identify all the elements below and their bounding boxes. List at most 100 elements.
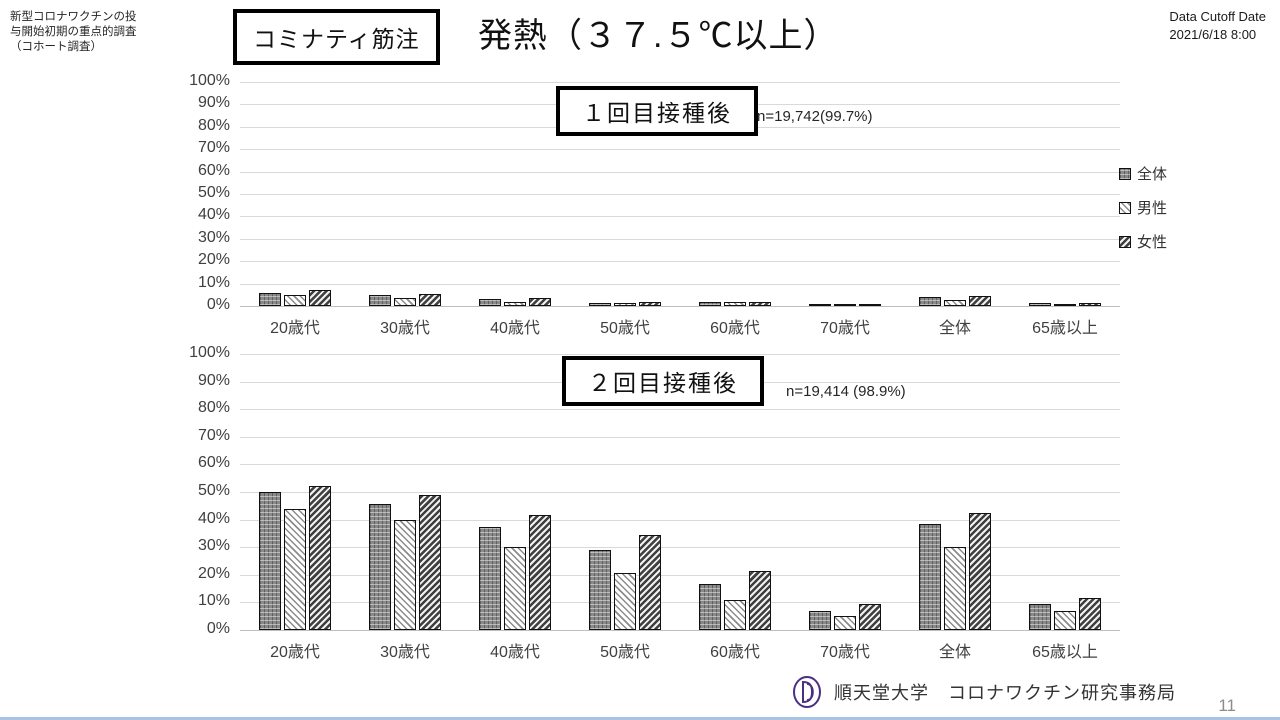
data-cutoff: Data Cutoff Date 2021/6/18 8:00: [1169, 8, 1266, 43]
data-cutoff-value: 2021/6/18 8:00: [1169, 26, 1257, 42]
bar-all-30歳代: [369, 504, 391, 630]
gridline: [240, 519, 1120, 521]
bar-female-60歳代: [749, 301, 771, 306]
x-axis-label: 30歳代: [380, 320, 430, 337]
study-note-line: 与開始初期の重点的調査: [10, 25, 137, 38]
chart-second-dose: 0% 10% 20% 30% 40% 50% 60% 70% 80% 90% 100% 20歳代 30歳…: [189, 344, 1120, 661]
legend-item-male: 男性: [1119, 197, 1167, 218]
gridline: [240, 82, 1120, 83]
legend-label-female: 女性: [1137, 234, 1168, 251]
gridline: [240, 354, 1120, 355]
bottom-accent-line: [0, 717, 1280, 720]
x-axis-label: 70歳代: [820, 320, 870, 337]
gridline: [240, 149, 1120, 151]
gridline: [240, 574, 1120, 576]
x-axis-label: 60歳代: [710, 644, 760, 661]
y-axis-tick: 40%: [197, 206, 230, 224]
legend-label-male: 男性: [1137, 200, 1168, 217]
gridline: [240, 602, 1120, 604]
gridline: [240, 283, 1120, 285]
bar-male-30歳代: [394, 298, 416, 306]
gridline: [240, 238, 1120, 240]
bar-all-20歳代: [259, 492, 281, 630]
bar-female-40歳代: [529, 515, 551, 630]
legend-swatch-female-icon: [1119, 235, 1131, 248]
bar-all-70歳代: [809, 610, 831, 630]
bar-all-60歳代: [699, 301, 721, 306]
bar-all-全体: [919, 297, 941, 306]
y-axis-tick: 10%: [197, 273, 230, 291]
bar-male-40歳代: [504, 301, 526, 306]
y-axis-tick: 80%: [197, 399, 230, 417]
bar-all-30歳代: [369, 294, 391, 306]
bar-all-65歳以上: [1029, 303, 1051, 306]
y-axis-tick: 60%: [197, 454, 230, 472]
bar-male-50歳代: [614, 573, 636, 630]
juntendo-logo-icon: [793, 676, 821, 708]
bar-male-20歳代: [284, 294, 306, 306]
y-axis-tick: 50%: [197, 482, 230, 499]
y-axis-tick: 40%: [197, 509, 230, 527]
bar-all-20歳代: [259, 292, 281, 306]
gridline: [240, 171, 1120, 173]
gridline: [240, 492, 1120, 493]
bar-female-70歳代: [859, 603, 881, 630]
x-axis-label: 65歳以上: [1032, 644, 1098, 661]
page-number: 11: [1218, 696, 1236, 715]
legend-item-female: 女性: [1119, 231, 1167, 252]
bar-female-50歳代: [639, 534, 661, 630]
gridline: [240, 216, 1120, 218]
y-axis-tick: 20%: [197, 564, 230, 582]
study-note: 新型コロナワクチンの投 与開始初期の重点的調査 （コホート調査）: [10, 10, 200, 55]
gridline: [240, 194, 1120, 195]
chart-first-dose-n-label: n=19,742(99.7%): [757, 108, 873, 125]
bar-male-65歳以上: [1054, 610, 1076, 630]
bar-male-60歳代: [724, 599, 746, 630]
x-axis-label: 全体: [938, 320, 971, 337]
bar-all-50歳代: [589, 302, 611, 306]
bar-female-70歳代: [859, 303, 881, 306]
bar-male-65歳以上: [1054, 303, 1076, 306]
chart-first-dose-title-box: １回目接種後: [556, 86, 758, 136]
y-axis-tick: 0%: [206, 296, 230, 313]
bar-female-60歳代: [749, 570, 771, 630]
x-axis-label: 60歳代: [710, 320, 760, 337]
y-axis-tick: 100%: [189, 344, 230, 361]
y-axis-tick: 70%: [197, 426, 230, 444]
x-axis-label: 20歳代: [270, 644, 320, 661]
x-axis-label: 50歳代: [600, 320, 650, 337]
footer: 順天堂大学 コロナワクチン研究事務局: [790, 672, 1176, 712]
legend-swatch-male-icon: [1119, 201, 1131, 214]
bar-female-全体: [969, 512, 991, 630]
x-axis-label: 65歳以上: [1032, 320, 1098, 337]
bar-male-全体: [944, 547, 966, 630]
gridline: [240, 409, 1120, 411]
y-axis-tick: 10%: [197, 592, 230, 610]
bar-all-40歳代: [479, 299, 501, 306]
x-axis-label: 70歳代: [820, 644, 870, 661]
legend: 全体 男性 女性: [1119, 163, 1167, 265]
bar-female-30歳代: [419, 494, 441, 630]
x-axis-label: 20歳代: [270, 320, 320, 337]
gridline: [240, 547, 1120, 549]
y-axis-tick: 30%: [197, 537, 230, 555]
y-axis-tick: 80%: [197, 116, 230, 134]
y-axis-tick: 90%: [197, 94, 230, 112]
study-note-line: 新型コロナワクチンの投: [10, 11, 137, 23]
bar-female-全体: [969, 295, 991, 306]
y-axis-tick: 20%: [197, 251, 230, 269]
bar-all-70歳代: [809, 303, 831, 306]
bar-female-65歳以上: [1079, 598, 1101, 630]
gridline: [240, 436, 1120, 438]
bar-male-20歳代: [284, 508, 306, 630]
vaccine-name-box: コミナティ筋注: [233, 9, 440, 65]
gridline: [240, 261, 1120, 263]
bar-female-20歳代: [309, 486, 331, 630]
legend-swatch-all-icon: [1119, 167, 1131, 180]
x-axis-label: 全体: [938, 644, 971, 661]
bar-male-30歳代: [394, 519, 416, 630]
bar-female-20歳代: [309, 290, 331, 306]
bar-male-全体: [944, 300, 966, 306]
y-axis-tick: 30%: [197, 228, 230, 246]
